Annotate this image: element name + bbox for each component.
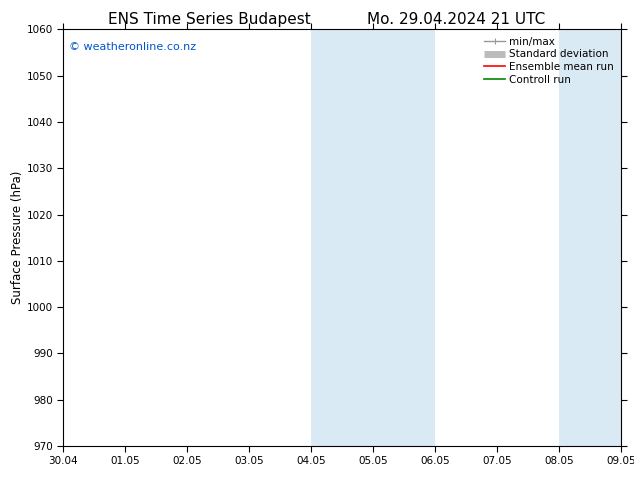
Bar	[311, 29, 373, 446]
Text: © weatheronline.co.nz: © weatheronline.co.nz	[69, 42, 196, 52]
Y-axis label: Surface Pressure (hPa): Surface Pressure (hPa)	[11, 171, 24, 304]
Bar	[559, 29, 621, 446]
Legend: min/max, Standard deviation, Ensemble mean run, Controll run: min/max, Standard deviation, Ensemble me…	[482, 35, 616, 87]
Text: ENS Time Series Budapest: ENS Time Series Budapest	[108, 12, 311, 27]
Bar	[373, 29, 436, 446]
Text: Mo. 29.04.2024 21 UTC: Mo. 29.04.2024 21 UTC	[367, 12, 546, 27]
